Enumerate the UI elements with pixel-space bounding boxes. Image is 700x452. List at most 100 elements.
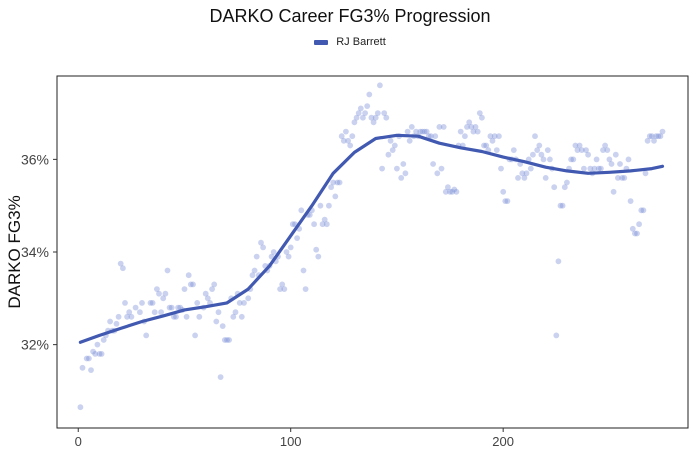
data-point	[400, 161, 407, 167]
data-point	[653, 133, 659, 140]
data-point	[98, 351, 105, 357]
data-point	[379, 165, 385, 172]
y-tick-label: 32%	[21, 337, 49, 353]
data-point	[481, 142, 487, 149]
data-point	[440, 124, 447, 130]
data-point	[625, 156, 632, 163]
data-point	[502, 198, 509, 205]
data-point	[487, 133, 494, 140]
data-point	[381, 110, 388, 116]
data-point	[328, 184, 334, 191]
data-point	[181, 286, 188, 292]
data-point	[544, 147, 551, 154]
data-point	[326, 202, 332, 209]
data-point	[355, 110, 362, 116]
y-tick-label: 34%	[21, 244, 49, 260]
data-point	[164, 267, 171, 274]
data-point	[139, 300, 145, 306]
data-point	[343, 128, 349, 135]
data-point	[122, 300, 128, 306]
data-point	[434, 170, 441, 177]
data-point	[147, 300, 154, 306]
data-point	[629, 225, 636, 232]
data-point	[86, 355, 92, 362]
data-point	[317, 202, 324, 209]
data-point	[449, 188, 456, 195]
data-point	[568, 156, 574, 163]
data-point	[124, 313, 130, 320]
data-point	[574, 147, 581, 154]
data-point	[315, 253, 322, 260]
data-point	[479, 114, 485, 121]
data-point	[406, 137, 413, 144]
data-point	[332, 193, 339, 200]
data-point	[211, 281, 218, 288]
data-point	[510, 147, 517, 154]
data-point	[183, 313, 190, 320]
data-point	[370, 119, 377, 126]
data-point	[143, 332, 150, 339]
x-axis: 0 100 200	[75, 428, 514, 449]
data-point	[638, 207, 645, 214]
data-point	[632, 230, 638, 237]
data-point	[368, 114, 375, 121]
data-point	[646, 133, 653, 140]
data-point	[572, 142, 579, 149]
data-point	[187, 281, 194, 288]
data-point	[79, 364, 86, 371]
data-point	[340, 137, 347, 144]
data-point	[249, 272, 256, 279]
data-point	[504, 198, 511, 205]
data-point	[171, 313, 177, 320]
data-point	[349, 133, 356, 140]
data-point	[598, 165, 604, 172]
data-point	[385, 151, 392, 158]
data-point	[366, 91, 373, 98]
data-point	[160, 295, 167, 302]
data-point	[357, 105, 364, 112]
data-point	[323, 221, 330, 228]
data-point	[347, 142, 354, 149]
data-point	[394, 165, 400, 172]
data-point	[608, 161, 615, 167]
data-point	[447, 188, 453, 195]
data-point	[364, 103, 371, 109]
data-point	[88, 367, 94, 373]
data-point	[351, 119, 358, 126]
data-point	[321, 216, 328, 223]
data-point	[657, 133, 664, 140]
data-point	[442, 188, 449, 195]
data-point	[595, 165, 602, 172]
data-point	[330, 179, 337, 186]
data-point	[221, 337, 228, 343]
data-point	[464, 124, 470, 130]
data-point	[649, 133, 655, 140]
data-point	[387, 137, 394, 144]
data-point	[472, 124, 479, 130]
data-point	[90, 348, 96, 355]
data-point	[600, 147, 606, 154]
data-point	[489, 137, 496, 144]
data-point	[158, 309, 165, 316]
data-point	[196, 313, 203, 320]
data-point	[542, 175, 549, 181]
data-point	[253, 253, 260, 260]
data-point	[338, 133, 345, 140]
data-point	[285, 253, 292, 260]
data-point	[226, 337, 233, 343]
data-point	[92, 351, 99, 357]
data-point	[190, 281, 196, 288]
y-axis: 32% 34% 36%	[21, 151, 57, 353]
data-point	[185, 272, 192, 279]
data-point	[300, 267, 307, 274]
data-point	[642, 170, 649, 177]
data-point	[430, 161, 436, 167]
x-tick-label: 100	[280, 434, 302, 449]
data-point	[100, 337, 107, 343]
data-point	[587, 165, 594, 172]
data-point	[557, 202, 564, 209]
data-point	[241, 300, 247, 306]
plot-panel	[56, 75, 689, 429]
data-point	[612, 151, 619, 158]
data-point	[606, 156, 613, 163]
